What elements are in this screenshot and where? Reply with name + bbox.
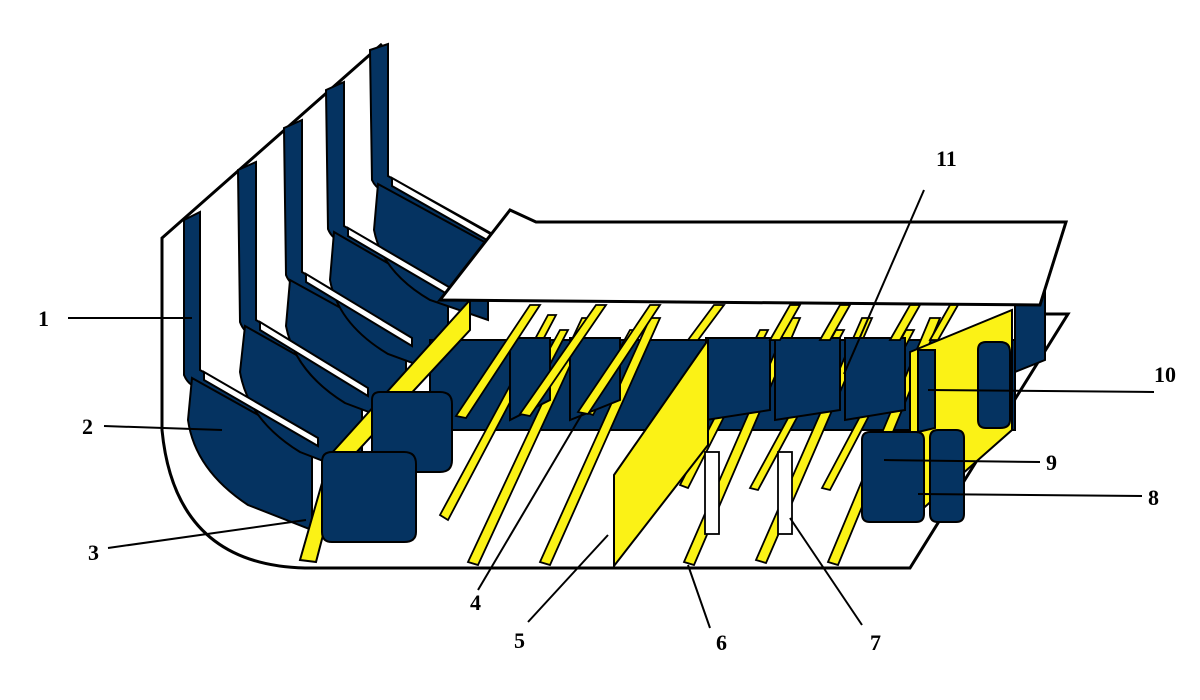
callout-10: 10 bbox=[1154, 362, 1176, 387]
vertical-stiffeners bbox=[704, 451, 793, 535]
top-longitudinals bbox=[454, 304, 960, 420]
callout-8: 8 bbox=[1148, 485, 1159, 510]
inner-bottom-plate bbox=[436, 208, 1069, 307]
callout-4: 4 bbox=[470, 590, 481, 615]
callout-6: 6 bbox=[716, 630, 727, 655]
centre-girder bbox=[613, 336, 709, 569]
callout-7: 7 bbox=[870, 630, 881, 655]
leader-lines bbox=[68, 189, 1155, 629]
callout-9: 9 bbox=[1046, 450, 1057, 475]
callout-1: 1 bbox=[38, 306, 49, 331]
side-girder bbox=[298, 297, 471, 564]
callout-11: 11 bbox=[936, 146, 957, 171]
shell-plating bbox=[160, 42, 1071, 570]
right-floor-brackets bbox=[861, 308, 1013, 523]
callout-3: 3 bbox=[88, 540, 99, 565]
callout-labels: 1 2 3 4 5 6 7 8 9 10 11 bbox=[38, 146, 1176, 655]
callout-2: 2 bbox=[82, 414, 93, 439]
callout-5: 5 bbox=[514, 628, 525, 653]
floor-plates bbox=[509, 337, 906, 422]
